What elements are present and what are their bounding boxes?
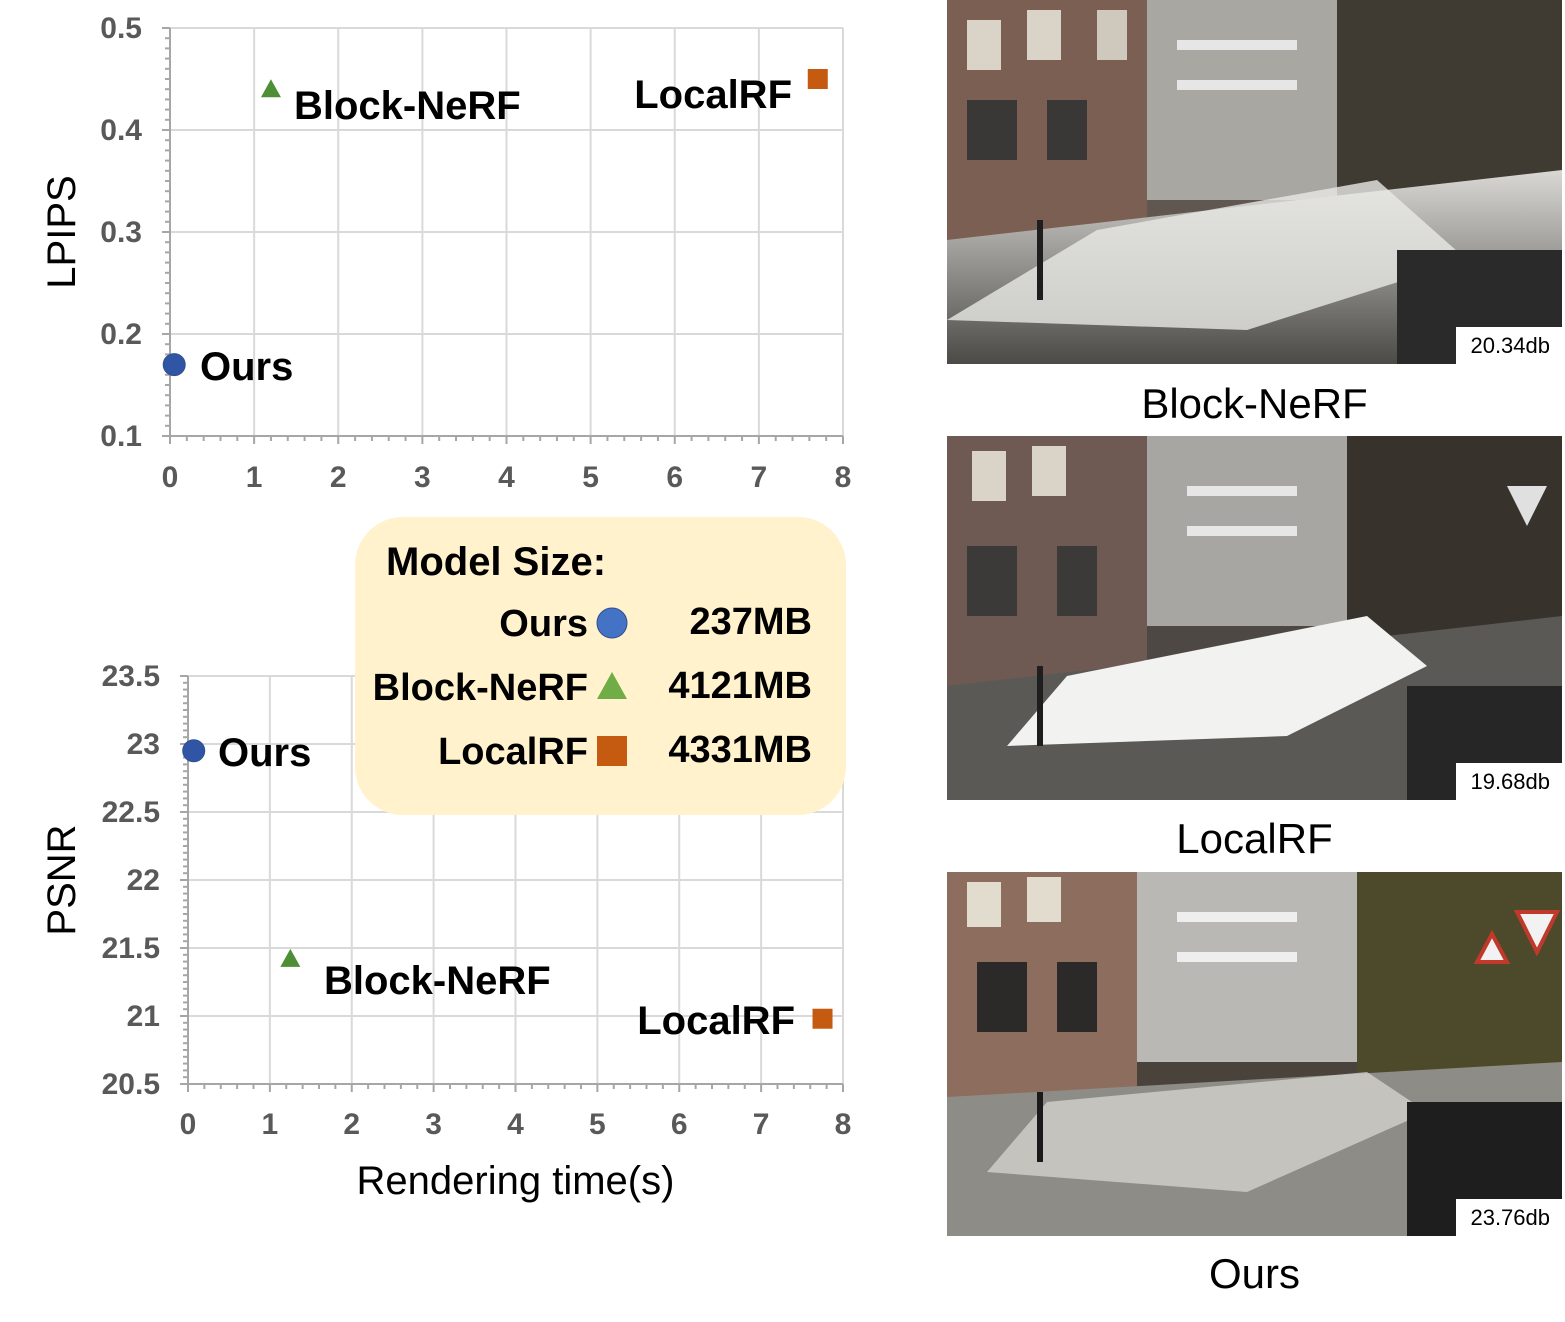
legend-marker-block-nerf [597, 672, 627, 699]
photo-caption: Block-NeRF [1141, 380, 1368, 427]
photo-caption: Ours [1208, 1250, 1300, 1297]
x-tick-label: 5 [589, 1108, 606, 1141]
photo-block-nerf: 20.34db [947, 0, 1562, 364]
y-tick-label: 20.5 [102, 1068, 160, 1101]
x-axis-label: Rendering time(s) [357, 1159, 675, 1203]
legend-marker-ours [596, 607, 628, 639]
x-tick-label: 1 [262, 1108, 279, 1141]
data-point-label: LocalRF [637, 999, 795, 1043]
street-scene-image [947, 436, 1562, 800]
x-tick-label: 0 [180, 1108, 197, 1141]
x-tick-label: 2 [330, 461, 347, 494]
photo-ours: 23.76db [947, 872, 1562, 1236]
y-tick-label: 23.5 [102, 660, 160, 693]
y-tick-label: 0.5 [100, 12, 142, 45]
legend-entry-name: Block-NeRF [373, 667, 588, 709]
x-tick-label: 6 [666, 461, 683, 494]
data-point-label: LocalRF [634, 73, 792, 117]
x-tick-label: 7 [751, 461, 768, 494]
legend-title: Model Size: [386, 540, 606, 584]
legend-marker-localrf [597, 736, 627, 766]
data-point-label: Block-NeRF [324, 959, 551, 1003]
x-tick-label: 8 [835, 1108, 852, 1141]
charts-panel: 0 1 2 3 4 5 6 7 80.10.20.30.40.5LPIPSOursBlock-N… [40, 12, 852, 1203]
data-point-label: Block-NeRF [294, 84, 521, 128]
y-axis-label: PSNR [40, 824, 84, 935]
x-tick-label: 6 [671, 1108, 688, 1141]
legend-entry-size: 4121MB [668, 665, 812, 707]
photo-localrf: 19.68db [947, 436, 1562, 800]
data-point-label: Ours [218, 731, 311, 775]
y-tick-label: 23 [127, 728, 160, 761]
psnr-badge: 19.68db [1456, 763, 1562, 800]
y-tick-label: 22.5 [102, 796, 160, 829]
y-tick-label: 21.5 [102, 932, 160, 965]
legend-entry-name: Ours [499, 603, 588, 645]
y-tick-label: 0.3 [100, 216, 142, 249]
y-tick-label: 0.2 [100, 318, 142, 351]
legend-rows: Ours 237MB Block-NeRF 4121MB LocalRF 4331MB [373, 601, 812, 773]
x-tick-label: 0 [162, 461, 179, 494]
legend-box [355, 517, 846, 815]
data-point-ours [182, 739, 206, 763]
data-point-block-nerf [260, 79, 281, 98]
legend-entry-size: 237MB [690, 601, 813, 643]
x-tick-label: 4 [507, 1108, 524, 1141]
x-tick-label: 3 [425, 1108, 442, 1141]
photo-caption: LocalRF [1176, 815, 1333, 862]
plot-area: 0 1 2 3 4 5 6 7 8 0.1 0.2 0.3 0.4 0.5 LPIPS Ours Block-N… [40, 12, 851, 494]
data-point-ours [162, 353, 186, 377]
psnr-badge: 23.76db [1456, 1199, 1562, 1236]
legend-entry-name: LocalRF [438, 731, 588, 773]
street-scene-image [947, 872, 1562, 1236]
x-tick-label: 1 [246, 461, 263, 494]
x-tick-label: 4 [498, 461, 515, 494]
y-tick-label: 0.4 [100, 114, 142, 147]
psnr-badge: 20.34db [1456, 327, 1562, 364]
x-tick-label: 3 [414, 461, 431, 494]
data-point-localrf [812, 1008, 833, 1029]
data-point-localrf [807, 69, 828, 89]
street-scene-image [947, 0, 1562, 364]
data-point-label: Ours [200, 345, 293, 389]
y-tick-label: 22 [127, 864, 160, 897]
x-tick-label: 8 [835, 461, 852, 494]
y-tick-label: 21 [127, 1000, 160, 1033]
data-point-block-nerf [280, 948, 301, 967]
x-tick-label: 7 [753, 1108, 770, 1141]
legend-entry-size: 4331MB [668, 729, 812, 771]
x-tick-label: 5 [582, 461, 599, 494]
y-axis-label: LPIPS [40, 175, 84, 288]
x-tick-label: 2 [343, 1108, 360, 1141]
y-tick-label: 0.1 [100, 420, 142, 453]
